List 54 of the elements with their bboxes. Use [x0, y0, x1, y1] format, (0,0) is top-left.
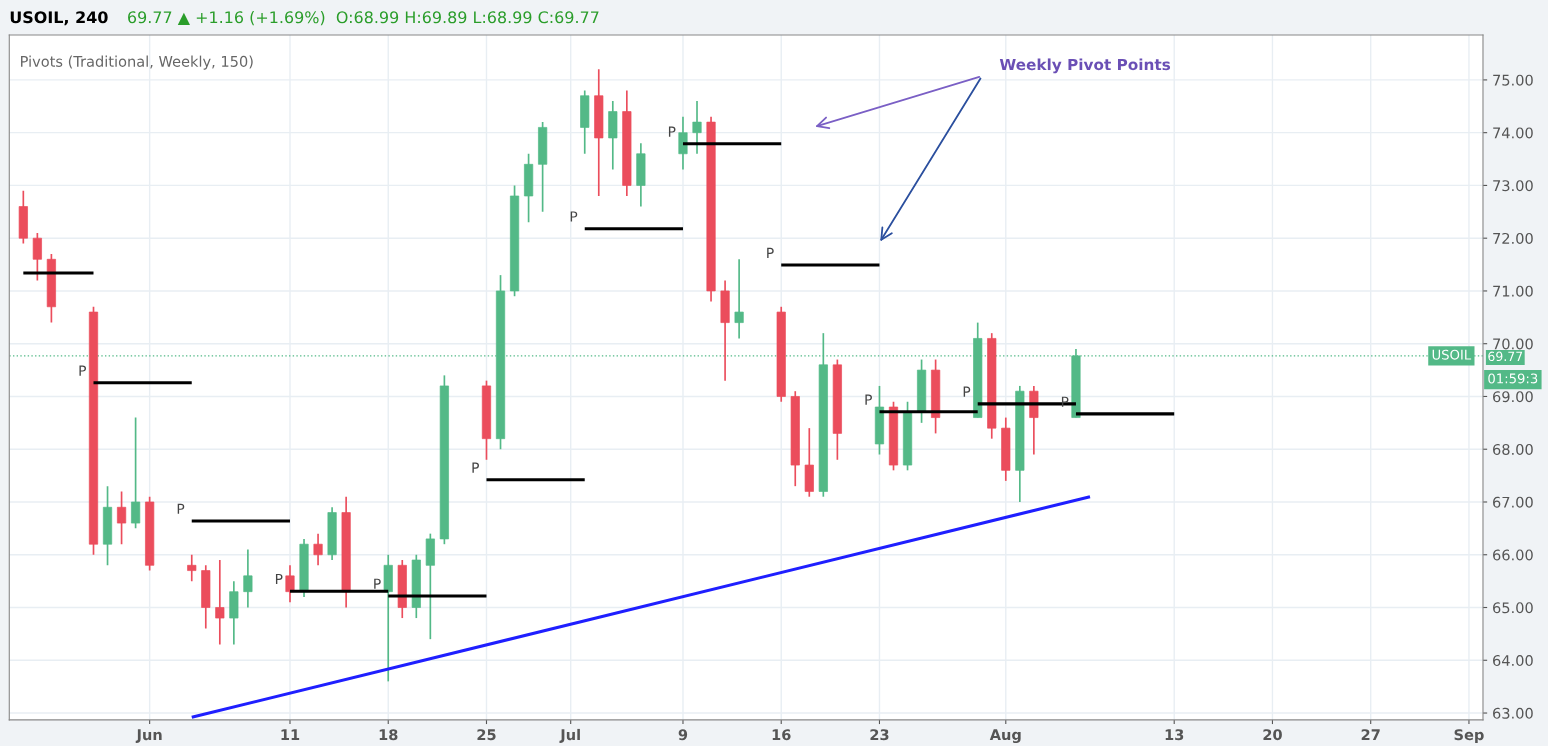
y-tick-label: 68.00	[1493, 443, 1533, 455]
ref-line-label: USOIL	[1432, 349, 1472, 360]
candlestick	[117, 490, 127, 546]
candlestick	[313, 532, 323, 567]
y-tick-label: 73.00	[1493, 180, 1533, 192]
y-tick-label: 71.00	[1493, 285, 1533, 297]
candlestick	[692, 100, 702, 155]
y-tick-label: 74.00	[1493, 127, 1533, 139]
x-tick-label: Jun	[135, 729, 162, 743]
x-tick-label: Aug	[989, 729, 1021, 744]
y-tick-label: 70.00	[1493, 338, 1533, 350]
candlestick	[131, 416, 141, 530]
y-tick-label: 64.00	[1493, 654, 1533, 667]
x-tick-label: 16	[772, 729, 791, 741]
x-tick-label: 20	[1263, 729, 1282, 741]
y-tick-label: 72.00	[1493, 232, 1533, 244]
candlestick	[32, 232, 42, 282]
candlestick	[678, 116, 688, 171]
annotation: P	[668, 126, 676, 137]
y-tick-label: 65.00	[1493, 602, 1533, 614]
annotation: P	[275, 573, 283, 585]
text: 01:59:3	[1488, 373, 1538, 384]
candlestick	[243, 548, 253, 609]
candlestick	[187, 553, 197, 582]
x-tick-label: 23	[870, 729, 889, 741]
x-tick-label: 11	[281, 729, 300, 740]
y-tick-label: 67.00	[1493, 496, 1533, 508]
x-tick-label: Sep	[1454, 729, 1484, 744]
candlestick	[734, 258, 744, 340]
annotation: P	[767, 247, 774, 258]
annotation: P	[865, 394, 872, 405]
text: 69.77	[1488, 351, 1523, 362]
annotation: Pivots (Traditional, Weekly, 150)	[21, 55, 253, 70]
y-tick-label: 75.00	[1493, 74, 1533, 86]
annotation: P	[177, 503, 185, 514]
candlestick	[285, 564, 295, 604]
x-tick-label: 18	[379, 729, 398, 741]
y-tick-label: 63.00	[1493, 707, 1533, 719]
annotation: P	[79, 365, 87, 376]
annotation: Weekly Pivot Points	[999, 58, 1171, 74]
x-tick-label: 25	[477, 729, 496, 741]
annotation: P	[963, 386, 971, 397]
x-tick-label: 9	[678, 729, 688, 741]
annotation: P	[472, 462, 479, 473]
x-tick-label: Jul	[559, 728, 580, 743]
chart-title: USOIL, 240	[10, 11, 108, 26]
y-tick-label: 69.00	[1493, 391, 1533, 403]
x-tick-label: 13	[1165, 729, 1184, 741]
candlestick	[215, 559, 225, 646]
annotation: P	[570, 211, 578, 222]
y-tick-label: 66.00	[1493, 549, 1533, 561]
chart-subtitle: 69.77 ▲ +1.16 (+1.69%) O:68.99 H:69.89 L:68.99 C:69.77	[128, 10, 599, 26]
x-tick-label: 27	[1361, 729, 1380, 740]
annotation: P	[374, 578, 381, 589]
